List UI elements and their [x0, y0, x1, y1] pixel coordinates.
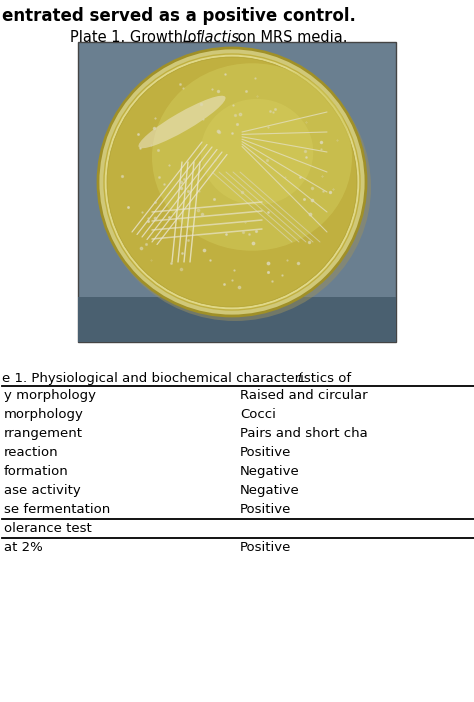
Bar [78, 297, 396, 342]
Text: Cocci: Cocci [240, 408, 276, 421]
Text: morphology: morphology [4, 408, 84, 421]
Text: Raised and circular: Raised and circular [240, 389, 368, 402]
Ellipse shape [107, 57, 357, 307]
Text: Positive: Positive [240, 541, 292, 554]
Text: L: L [298, 372, 305, 385]
Ellipse shape [99, 53, 371, 321]
Text: ase activity: ase activity [4, 484, 81, 497]
Text: Negative: Negative [240, 484, 300, 497]
Text: on MRS media.: on MRS media. [233, 30, 347, 45]
Text: Negative: Negative [240, 465, 300, 478]
Text: reaction: reaction [4, 446, 59, 459]
Text: se fermentation: se fermentation [4, 503, 110, 516]
Text: rrangement: rrangement [4, 427, 83, 440]
Ellipse shape [98, 48, 366, 316]
Ellipse shape [104, 54, 360, 310]
Bar [78, 42, 396, 342]
Text: Positive: Positive [240, 446, 292, 459]
Text: entrated served as a positive control.: entrated served as a positive control. [2, 7, 356, 25]
Text: e 1. Physiological and biochemical characteristics of: e 1. Physiological and biochemical chara… [2, 372, 356, 385]
Ellipse shape [138, 95, 226, 148]
Text: L. lactis: L. lactis [183, 30, 239, 45]
Text: formation: formation [4, 465, 69, 478]
Text: Positive: Positive [240, 503, 292, 516]
Ellipse shape [152, 63, 352, 251]
Text: Pairs and short cha: Pairs and short cha [240, 427, 368, 440]
Ellipse shape [201, 99, 313, 205]
Text: y morphology: y morphology [4, 389, 96, 402]
Text: at 2%: at 2% [4, 541, 43, 554]
Text: Plate 1. Growth of: Plate 1. Growth of [70, 30, 206, 45]
Text: olerance test: olerance test [4, 522, 92, 535]
